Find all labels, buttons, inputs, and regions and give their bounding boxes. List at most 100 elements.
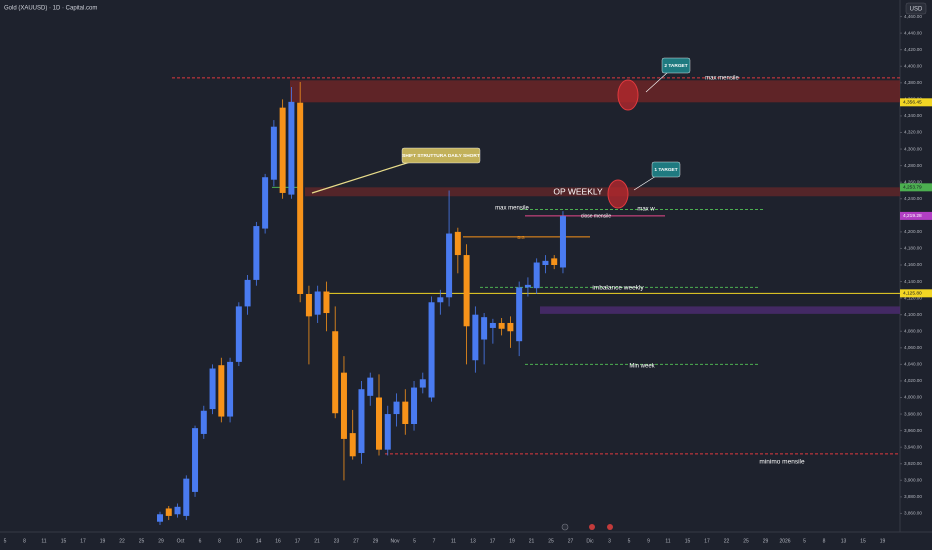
callout-text: 1 TARGET	[654, 167, 677, 173]
price-tag	[900, 98, 932, 107]
x-tick-label: 6	[199, 538, 202, 544]
candle-body	[279, 107, 286, 193]
candle-body	[498, 322, 505, 329]
plot: 2 TARGET 1 TARGET SHIFT STRUTTURA DAILY SH…	[157, 16, 902, 526]
candle-body	[533, 262, 540, 289]
x-tick-label: 9	[647, 538, 650, 544]
y-tick-label: 4,180.00	[904, 246, 922, 251]
y-tick-label: 4,400.00	[904, 63, 922, 68]
candle-body	[262, 177, 269, 229]
candle-body	[446, 233, 453, 298]
annotation: Min week	[629, 364, 655, 370]
currency: USD	[910, 7, 923, 13]
candle-body	[235, 306, 242, 362]
annotation: max mensile	[495, 206, 529, 212]
candle-body	[305, 293, 312, 317]
candle-body	[183, 478, 190, 516]
x-tick-label: 25	[743, 538, 749, 544]
price-tag-label: 4,253.79	[903, 185, 922, 191]
candle-body	[411, 387, 418, 424]
y-tick-label: 4,000.00	[904, 395, 922, 400]
candle-body	[376, 397, 382, 450]
x-tick-label: 27	[353, 538, 359, 544]
y-tick-label: 3,980.00	[904, 411, 922, 416]
y-tick-label: 3,920.00	[904, 461, 922, 466]
pointer	[311, 161, 411, 194]
event-icon[interactable]	[589, 524, 595, 530]
y-tick-label: 4,060.00	[904, 345, 922, 350]
pointer	[633, 175, 657, 191]
x-tick-label: 3	[608, 538, 611, 544]
candle-body	[297, 102, 304, 294]
x-tick-label: 11	[665, 538, 670, 544]
x-tick-label: 15	[860, 538, 866, 544]
candle-body	[419, 379, 426, 388]
candle-body	[367, 377, 374, 396]
x-tick-label: 5	[803, 538, 806, 544]
candle-body	[244, 279, 251, 307]
x-tick-label: Oct	[177, 538, 185, 544]
x-tick-label: 29	[158, 538, 164, 544]
candle-body	[384, 414, 391, 450]
x-tick-label: 8	[823, 538, 826, 544]
x-tick-label: 5	[4, 538, 7, 544]
callout-text: 2 TARGET	[664, 63, 687, 69]
zone	[305, 187, 900, 197]
candle-body	[192, 428, 199, 492]
y-tick-label: 4,040.00	[904, 362, 922, 367]
candle-body	[481, 317, 488, 340]
y-tick-label: 3,960.00	[904, 428, 922, 433]
event-icon[interactable]	[607, 524, 613, 530]
x-tick-label: 8	[218, 538, 221, 544]
x-tick-label: 29	[763, 538, 769, 544]
currency-box[interactable]	[905, 2, 927, 15]
candle-body	[174, 506, 181, 515]
x-tick-label: 10	[236, 538, 242, 544]
x-tick-label: 19	[880, 538, 886, 544]
y-tick-label: 4,340.00	[904, 113, 922, 118]
candle-body	[472, 314, 479, 361]
candle-body	[516, 287, 523, 342]
annotation: close mensile	[581, 213, 612, 219]
y-tick-label: 4,420.00	[904, 47, 922, 52]
x-tick-label: 23	[334, 538, 340, 544]
candle-body	[437, 297, 444, 303]
candle-body	[253, 226, 260, 280]
candle-body	[227, 361, 234, 417]
x-tick-label: 22	[724, 538, 730, 544]
target-marker	[607, 179, 629, 209]
price-tag-label: 4,125.80	[903, 291, 922, 297]
x-tick-label: 19	[100, 538, 106, 544]
annotation: max mensile	[705, 76, 739, 82]
y-tick-label: 3,900.00	[904, 478, 922, 483]
y-tick-label: 4,080.00	[904, 328, 922, 333]
x-tick-label: 5	[628, 538, 631, 544]
y-tick-label: 4,460.00	[904, 14, 922, 19]
callout-box	[401, 147, 481, 164]
candle-body	[489, 322, 496, 328]
pointer	[645, 71, 669, 93]
x-tick-label: 17	[80, 538, 86, 544]
candle-body	[463, 255, 470, 327]
x-tick-label: 5	[413, 538, 416, 544]
x-tick-label: 8	[23, 538, 26, 544]
x-tick-label: Dic	[586, 538, 594, 544]
y-tick-label: 4,100.00	[904, 312, 922, 317]
annotation: OP WEEKLY	[553, 186, 603, 196]
y-tick-label: 4,020.00	[904, 378, 922, 383]
candle-body	[332, 331, 339, 414]
candle-body	[551, 258, 558, 265]
x-tick-label: 16	[275, 538, 281, 544]
callout-text: SHIFT STRUTTURA DAILY SHORT	[402, 153, 480, 159]
x-tick-label: 21	[314, 538, 320, 544]
candle-body	[402, 401, 409, 424]
candle-body	[358, 389, 365, 453]
y-tick-label: 4,200.00	[904, 229, 922, 234]
x-tick-label: 7	[433, 538, 436, 544]
y-tick-label: 4,260.00	[904, 179, 922, 184]
zone	[540, 306, 900, 314]
y-tick-label: 3,860.00	[904, 511, 922, 516]
y-tick-label: 3,940.00	[904, 444, 922, 449]
event-icon[interactable]	[561, 523, 569, 531]
x-tick-label: 13	[470, 538, 476, 544]
